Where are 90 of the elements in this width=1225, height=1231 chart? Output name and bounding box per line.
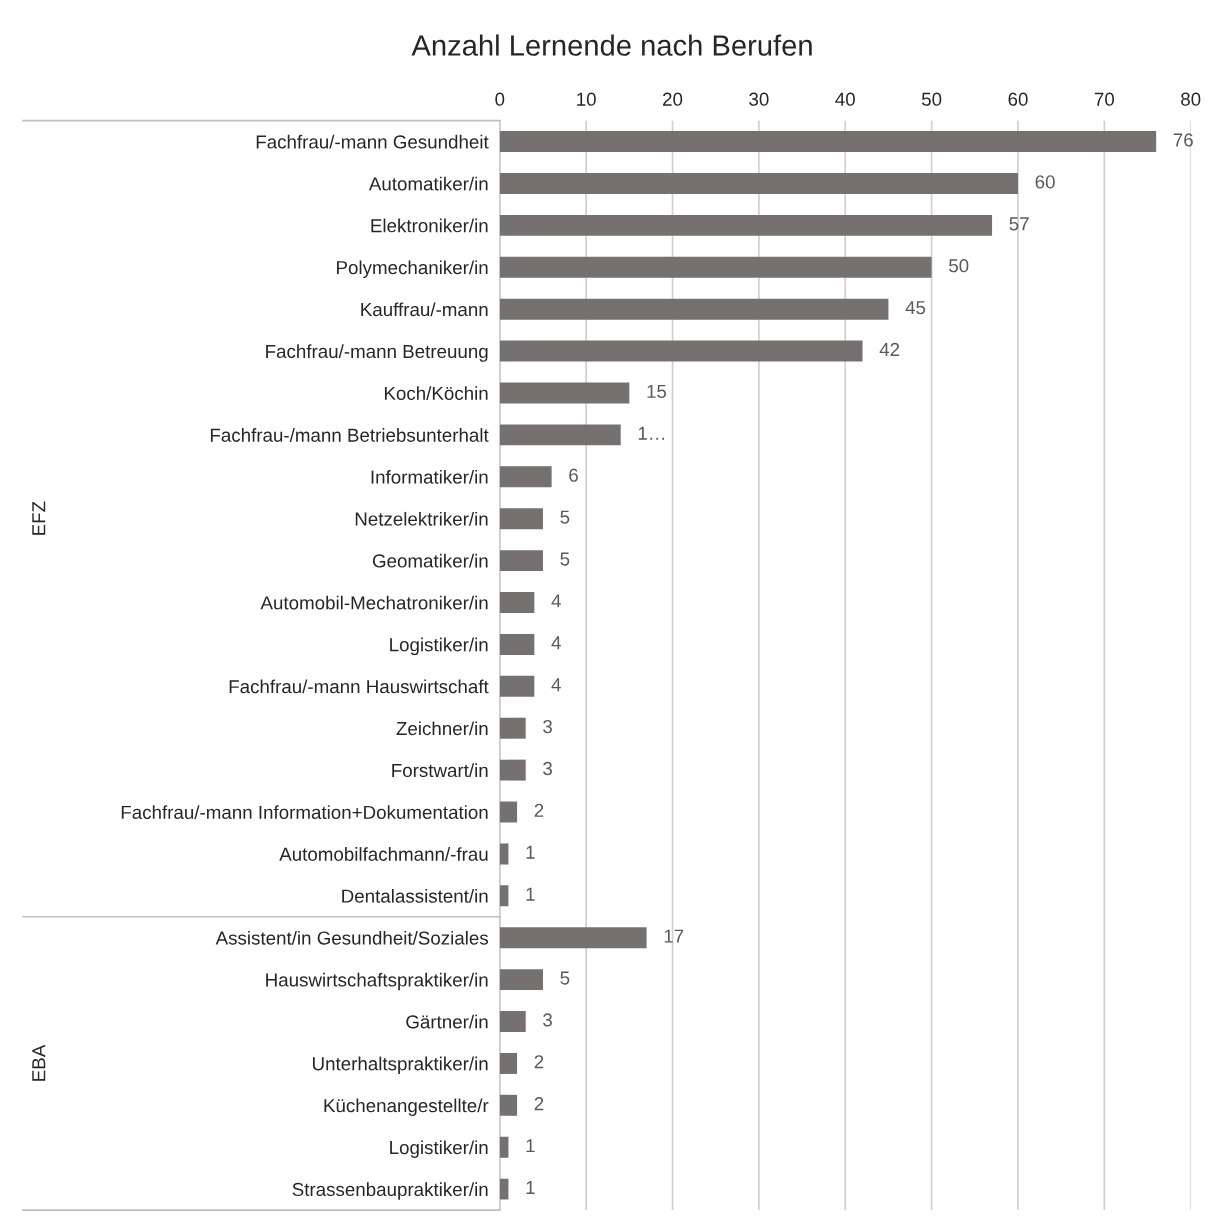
data-label: 1… bbox=[638, 426, 665, 440]
bar bbox=[499, 1178, 509, 1200]
bar bbox=[499, 843, 509, 865]
text: EBA bbox=[32, 1044, 46, 1081]
bar bbox=[499, 382, 630, 404]
data-label: 1 bbox=[526, 887, 535, 901]
y-tick-label: Geomatiker/in bbox=[372, 553, 488, 568]
data-label: 4 bbox=[551, 678, 561, 692]
y-tick-label: Dentalassistent/in bbox=[342, 889, 488, 903]
bar bbox=[499, 801, 518, 823]
data-label: 6 bbox=[569, 468, 578, 482]
bar bbox=[499, 256, 932, 278]
y-tick-label: Strassenbaupraktiker/in bbox=[292, 1182, 488, 1200]
y-tick-label: Fachfrau/-mann Gesundheit bbox=[256, 134, 489, 149]
y-tick-label: Unterhaltspraktiker/in bbox=[312, 1056, 488, 1075]
y-tick-label: Automatiker/in bbox=[368, 176, 488, 191]
x-tick-label: 60 bbox=[1008, 92, 1028, 106]
y-tick-label: Gärtner/in bbox=[406, 1014, 488, 1029]
bar bbox=[499, 1011, 526, 1032]
y-tick-label: Assistent/in Gesundheit/Soziales bbox=[215, 930, 489, 945]
y-tick-label: Logistiker/in bbox=[390, 637, 488, 656]
x-tick-label: 10 bbox=[577, 92, 596, 106]
text: EFZ bbox=[32, 501, 46, 535]
y-tick-label: Informatiker/in bbox=[371, 470, 488, 484]
data-label: 50 bbox=[949, 259, 969, 273]
bar bbox=[499, 131, 1157, 153]
y-tick-label: Küchenangestellte/r bbox=[324, 1098, 489, 1116]
data-label: 1 bbox=[526, 845, 535, 859]
y-tick-label: Koch/Köchin bbox=[384, 386, 488, 400]
bar bbox=[499, 1052, 518, 1074]
y-tick-label: Automobilfachmann/-frau bbox=[279, 847, 488, 861]
bar bbox=[499, 592, 535, 613]
x-tick-label: 40 bbox=[835, 92, 855, 106]
data-label: 42 bbox=[879, 342, 900, 356]
y-tick-label: Logistiker/in bbox=[390, 1140, 488, 1158]
bar bbox=[499, 717, 526, 739]
data-label: 45 bbox=[905, 301, 926, 315]
data-label: 3 bbox=[543, 1013, 552, 1027]
bar bbox=[499, 173, 1018, 194]
y-tick-label: Fachfrau/-mann Information+Dokumentation bbox=[121, 805, 488, 819]
bar bbox=[499, 759, 526, 781]
chart-title: Anzahl Lernende nach Berufen bbox=[411, 34, 812, 56]
data-label: 57 bbox=[1009, 217, 1029, 231]
data-label: 2 bbox=[534, 1097, 544, 1111]
bar bbox=[499, 675, 535, 697]
data-label: 1 bbox=[526, 1139, 535, 1153]
data-label: 4 bbox=[551, 594, 561, 608]
bar bbox=[499, 969, 543, 991]
y-tick-label: Fachfrau/-mann Hauswirtschaft bbox=[229, 679, 489, 694]
data-label: 5 bbox=[560, 552, 570, 566]
data-label: 5 bbox=[560, 971, 570, 985]
bar bbox=[499, 633, 535, 655]
bar bbox=[499, 550, 543, 572]
data-label: 3 bbox=[543, 719, 552, 734]
bar bbox=[499, 885, 509, 907]
x-tick-label: 50 bbox=[921, 92, 942, 106]
data-label: 5 bbox=[560, 510, 570, 524]
x-tick-label: 20 bbox=[663, 92, 683, 106]
y-tick-label: Kauffrau/-mann bbox=[361, 302, 488, 317]
y-tick-label: Polymechaniker/in bbox=[337, 260, 488, 278]
data-label: 3 bbox=[543, 761, 552, 776]
y-tick-label: Netzelektriker/in bbox=[355, 511, 488, 526]
y-tick-label: Elektroniker/in bbox=[371, 218, 488, 233]
bar bbox=[499, 424, 621, 446]
data-label: 1 bbox=[526, 1181, 535, 1194]
data-label: 2 bbox=[534, 1055, 544, 1069]
bar bbox=[499, 508, 543, 530]
bar bbox=[499, 1094, 518, 1116]
data-label: 60 bbox=[1035, 175, 1055, 189]
bar bbox=[499, 340, 863, 362]
data-label: 15 bbox=[647, 384, 667, 399]
x-tick-label: 70 bbox=[1094, 92, 1115, 106]
data-label: 76 bbox=[1173, 133, 1193, 147]
x-tick-label: 80 bbox=[1181, 92, 1201, 106]
bar bbox=[499, 927, 647, 949]
y-tick-label: Hauswirtschaftspraktiker/in bbox=[266, 972, 488, 991]
y-tick-label: Zeichner/in bbox=[396, 721, 488, 736]
bar bbox=[499, 1136, 509, 1158]
data-label: 4 bbox=[551, 636, 561, 650]
y-tick-label: Automobil-Mechatroniker/in bbox=[260, 595, 488, 610]
bar bbox=[499, 298, 889, 320]
data-label: 2 bbox=[534, 803, 544, 817]
bar bbox=[499, 466, 552, 488]
x-tick-label: 30 bbox=[749, 92, 769, 106]
y-tick-label: Fachfrau-/mann Betriebsunterhalt bbox=[210, 428, 489, 442]
x-tick-label: 0 bbox=[495, 92, 505, 106]
bar bbox=[499, 214, 993, 236]
y-tick-label: Fachfrau/-mann Betreuung bbox=[266, 344, 488, 362]
data-label: 17 bbox=[664, 929, 684, 943]
y-tick-label: Forstwart/in bbox=[392, 763, 488, 778]
